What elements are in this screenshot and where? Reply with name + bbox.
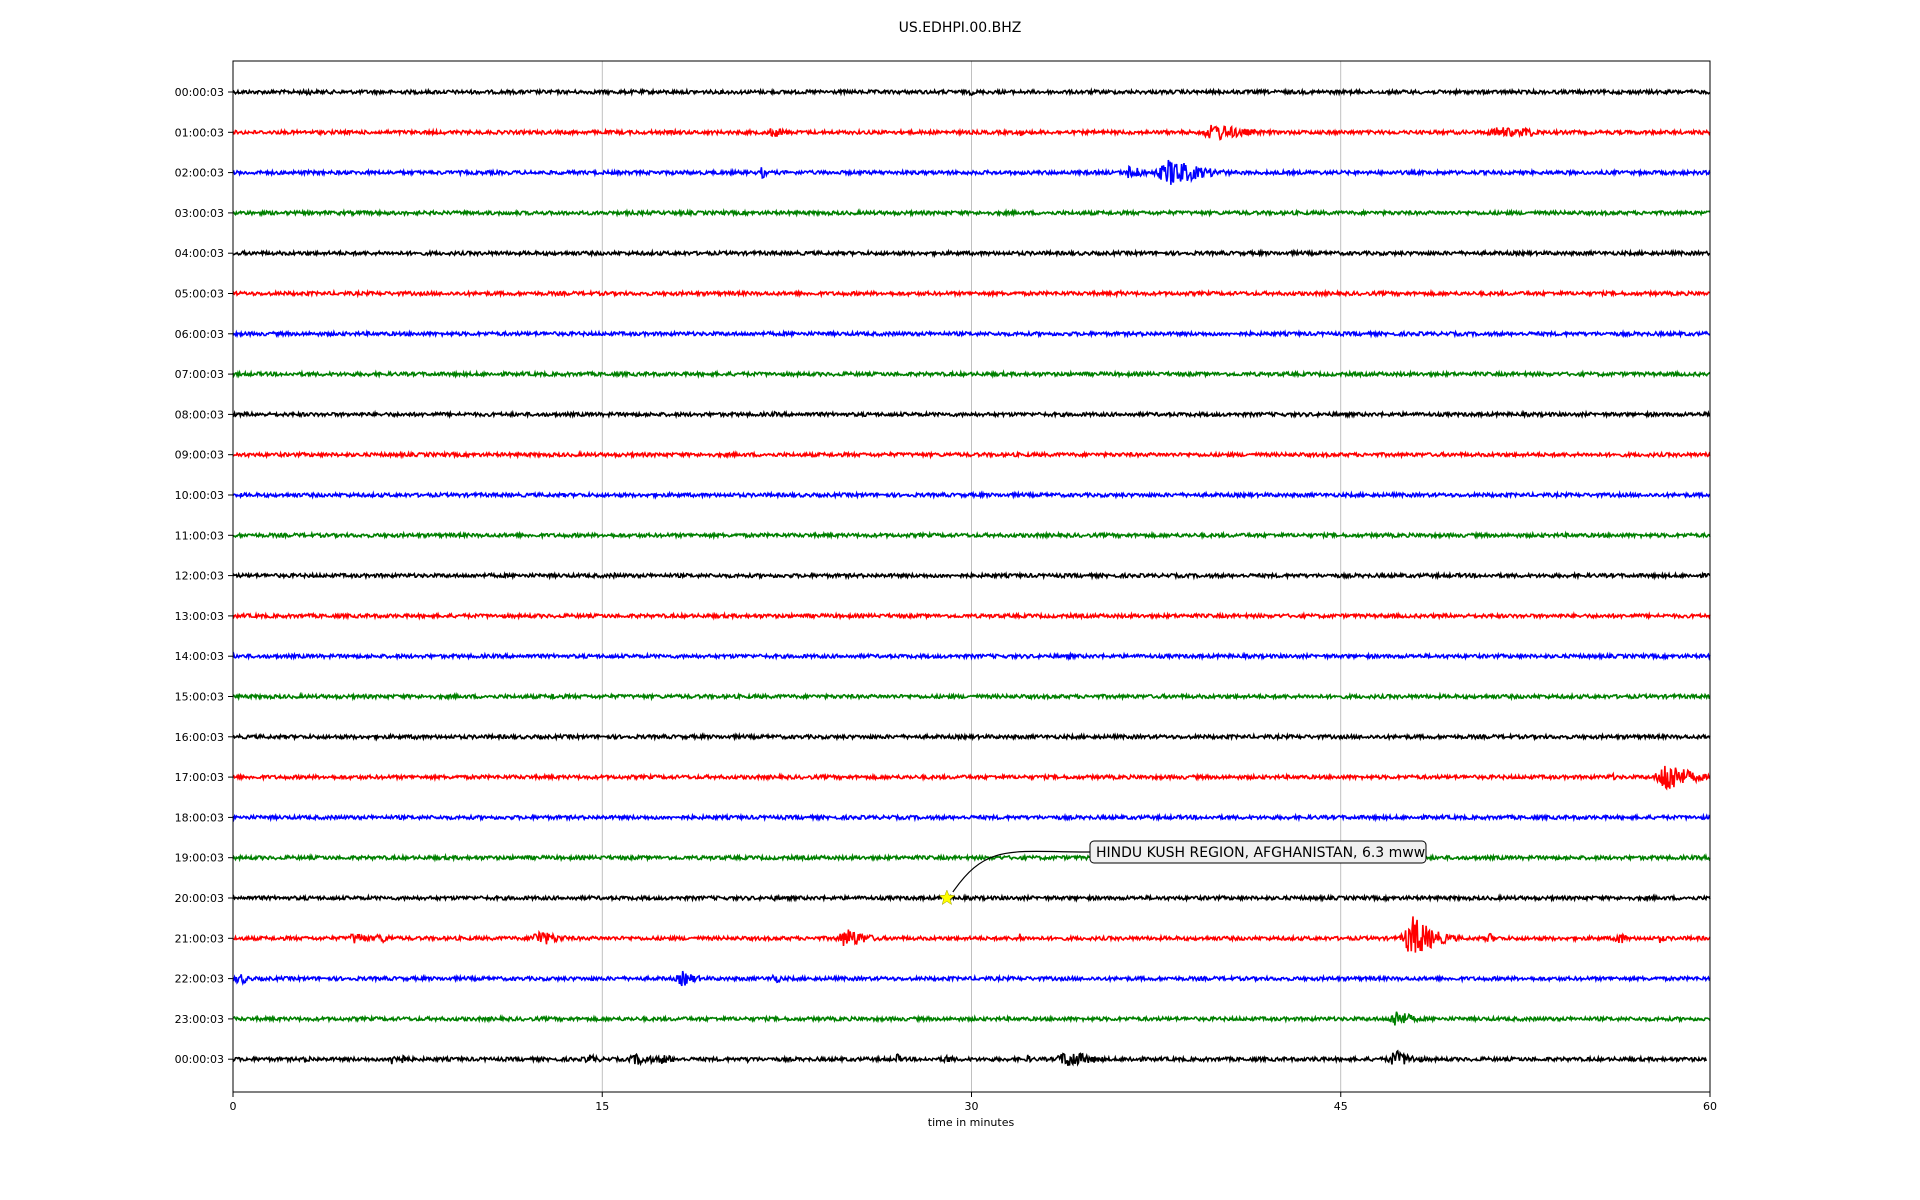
trace-time-label: 00:00:03 <box>175 1053 224 1066</box>
trace-time-label: 12:00:03 <box>175 570 224 583</box>
trace-line <box>232 87 1711 97</box>
trace-line <box>232 765 1710 791</box>
x-axis-label: time in minutes <box>928 1116 1015 1129</box>
trace-line <box>232 916 1711 953</box>
trace-time-label: 23:00:03 <box>175 1013 224 1026</box>
trace-line <box>232 490 1711 500</box>
trace-line <box>232 691 1711 702</box>
trace-time-label: 16:00:03 <box>175 731 224 744</box>
x-tick-label: 60 <box>1703 1100 1717 1113</box>
trace-time-label: 11:00:03 <box>175 529 224 542</box>
annotation-arrow <box>952 850 1091 893</box>
trace-line <box>232 570 1711 581</box>
trace-time-label: 21:00:03 <box>175 932 224 945</box>
trace-time-label: 02:00:03 <box>175 167 224 180</box>
trace-time-label: 00:00:03 <box>175 86 224 99</box>
annotation-box <box>1089 840 1427 864</box>
trace-time-label: 10:00:03 <box>175 489 224 502</box>
chart-title: US.EDHPI.00.BHZ <box>898 20 1022 36</box>
trace-line <box>232 530 1711 541</box>
trace-time-label: 03:00:03 <box>175 207 224 220</box>
trace-time-label: 07:00:03 <box>175 368 224 381</box>
event-star-icon <box>938 889 956 906</box>
event-annotation-layer: HINDU KUSH REGION, AFGHANISTAN, 6.3 mww <box>938 840 1427 906</box>
trace-time-label: 19:00:03 <box>175 852 224 865</box>
x-axis: 0 15 30 45 60 <box>230 1092 1717 1113</box>
trace-line <box>232 1011 1711 1026</box>
trace-line <box>232 731 1711 742</box>
trace-line <box>232 159 1711 185</box>
trace-line <box>232 208 1711 218</box>
trace-time-label: 06:00:03 <box>175 328 224 341</box>
trace-time-label: 09:00:03 <box>175 449 224 462</box>
trace-line <box>232 651 1711 662</box>
trace-line <box>232 369 1711 380</box>
x-tick-label: 45 <box>1334 1100 1348 1113</box>
trace-line <box>232 893 1711 903</box>
traces-layer <box>232 87 1711 1067</box>
trace-line <box>232 409 1711 420</box>
trace-line <box>232 812 1711 823</box>
trace-time-labels: 00:00:03 01:00:03 02:00:03 03:00:03 04:00:03… <box>175 86 233 1066</box>
x-tick-label: 15 <box>595 1100 609 1113</box>
trace-line <box>232 288 1711 299</box>
trace-time-label: 14:00:03 <box>175 650 224 663</box>
trace-line <box>232 852 1711 863</box>
trace-time-label: 13:00:03 <box>175 610 224 623</box>
trace-time-label: 08:00:03 <box>175 408 224 421</box>
trace-time-label: 15:00:03 <box>175 691 224 704</box>
annotation-text: HINDU KUSH REGION, AFGHANISTAN, 6.3 mww <box>1096 845 1425 861</box>
x-tick-label: 0 <box>230 1100 237 1113</box>
trace-line <box>232 610 1711 621</box>
trace-line <box>232 248 1711 259</box>
trace-line <box>232 970 1711 987</box>
x-tick-label: 30 <box>965 1100 979 1113</box>
trace-line <box>232 449 1711 460</box>
trace-line <box>232 1049 1708 1067</box>
trace-time-label: 18:00:03 <box>175 811 224 824</box>
trace-time-label: 04:00:03 <box>175 247 224 260</box>
trace-time-label: 01:00:03 <box>175 126 224 139</box>
trace-line <box>232 124 1711 141</box>
trace-time-label: 17:00:03 <box>175 771 224 784</box>
trace-time-label: 22:00:03 <box>175 973 224 986</box>
trace-time-label: 20:00:03 <box>175 892 224 905</box>
trace-time-label: 05:00:03 <box>175 288 224 301</box>
trace-line <box>232 329 1711 339</box>
